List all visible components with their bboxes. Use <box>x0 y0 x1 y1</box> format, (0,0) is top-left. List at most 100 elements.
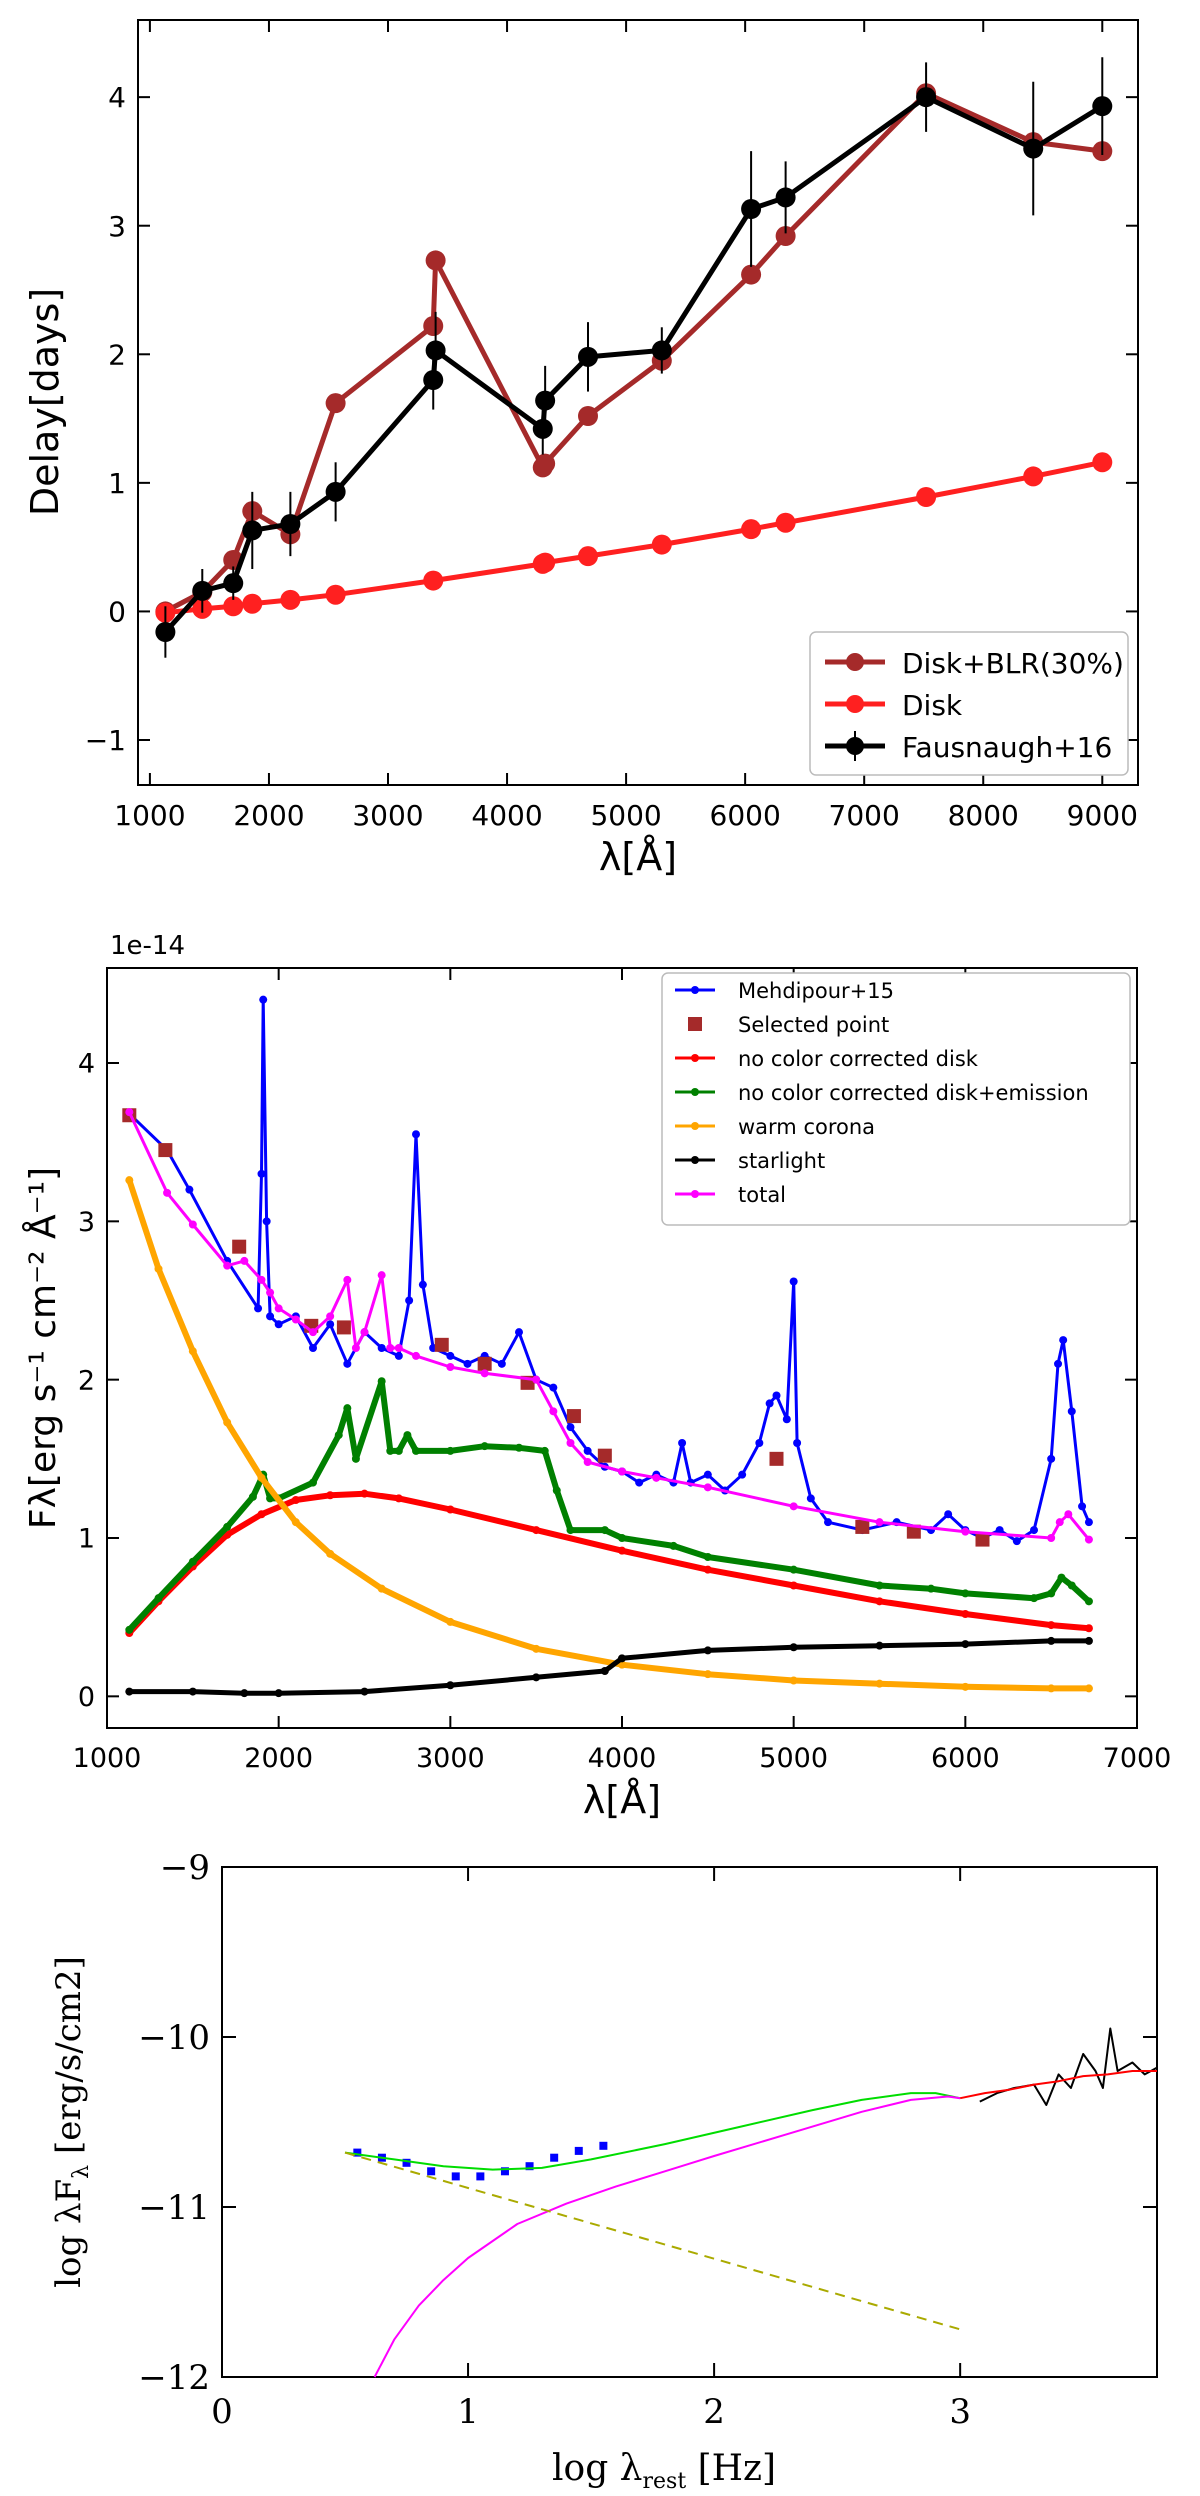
sed-series-dashed-power-law-line <box>344 2151 961 2331</box>
delay-series <box>155 57 1113 658</box>
spectrum-series-mehdipour-15-point <box>463 1359 472 1368</box>
spectrum-series-no-color-corrected-disk-point <box>1084 1624 1093 1633</box>
delay-x-tick-label: 5000 <box>590 799 661 832</box>
sed-series-dashed-power-law <box>344 2151 961 2331</box>
spectrum-series-total-point <box>377 1271 386 1280</box>
sed-series-magenta-model-line <box>373 2095 961 2378</box>
delay-y-tick-label: 1 <box>108 467 126 500</box>
spectrum-series-no-color-corrected-disk-emission-point <box>154 1594 163 1603</box>
spectrum-series-no-color-corrected-disk-emission-point <box>875 1581 884 1590</box>
spectrum-series-mehdipour-15-point <box>995 1526 1004 1535</box>
spectrum-series-starlight-point <box>600 1667 609 1675</box>
delay-series-disk-point <box>325 584 346 605</box>
legend-label-disk-emission: no color corrected disk+emission <box>738 1081 1089 1105</box>
spectrum-series-mehdipour-15-point <box>394 1351 403 1360</box>
spectrum-series-mehdipour-15-point <box>446 1351 455 1360</box>
delay-series-fausnaugh-16-point <box>532 418 553 439</box>
sed-series-red-model <box>959 2070 1157 2100</box>
spectrum-x-tick-label: 1000 <box>73 1743 142 1774</box>
spectrum-series-mehdipour-15-point <box>412 1130 420 1139</box>
legend-label-fausnaugh: Fausnaugh+16 <box>902 731 1112 764</box>
spectrum-series-selected-point-point <box>336 1320 351 1335</box>
spectrum-series-no-color-corrected-disk-point <box>1047 1621 1056 1630</box>
legend-label-disk-blr: Disk+BLR(30%) <box>902 647 1124 680</box>
spectrum-series-total-point <box>125 1108 134 1117</box>
spectrum-series-no-color-corrected-disk-emission-point <box>334 1431 343 1440</box>
sed-series-magenta-model <box>373 2095 961 2378</box>
spectrum-series-mehdipour-15-point <box>1047 1454 1056 1463</box>
spectrum-series-no-color-corrected-disk-point <box>961 1610 970 1618</box>
spectrum-series-starlight-point <box>703 1646 712 1655</box>
spectrum-series-no-color-corrected-disk-emission-point <box>188 1557 197 1566</box>
delay-x-tick-label: 3000 <box>352 799 423 832</box>
spectrum-series-total-point <box>652 1473 661 1482</box>
spectrum-series-mehdipour-15-point <box>326 1320 335 1329</box>
sed-series-green-model <box>344 2092 961 2171</box>
sed-y-tick-label: −9 <box>160 1848 210 1888</box>
spectrum-series-no-color-corrected-disk-emission-point <box>266 1494 275 1503</box>
spectrum-series-no-color-corrected-disk-emission-point <box>618 1534 626 1542</box>
spectrum-series-total-point <box>274 1304 283 1313</box>
spectrum-y-tick-label: 2 <box>78 1365 95 1396</box>
delay-x-axis-label: λ[Å] <box>599 835 677 879</box>
spectrum-series-total-point <box>480 1369 489 1378</box>
spectrum-series-mehdipour-15-point <box>1059 1336 1068 1345</box>
spectrum-series-no-color-corrected-disk-emission-point <box>480 1442 489 1451</box>
spectrum-series-no-color-corrected-disk-emission-point <box>703 1553 712 1561</box>
spectrum-series-warm-corona-point <box>154 1264 163 1273</box>
spectrum-series-total-point <box>223 1261 232 1270</box>
spectrum-series-no-color-corrected-disk-emission-point <box>412 1446 420 1455</box>
delay-series-disk-point <box>223 596 244 617</box>
spectrum-series-no-color-corrected-disk-point <box>618 1546 626 1555</box>
spectrum-series-no-color-corrected-disk-emission <box>125 1377 1093 1634</box>
delay-series-fausnaugh-16-point <box>223 573 244 594</box>
legend-marker-fausnaugh <box>846 737 864 755</box>
spectrum-series-no-color-corrected-disk-emission-point <box>394 1446 403 1455</box>
delay-y-tick-label: 2 <box>108 338 126 371</box>
spectrum-series-warm-corona-point <box>532 1644 541 1653</box>
spectrum-series-starlight-point <box>360 1687 369 1696</box>
spectrum-series-mehdipour-15-point <box>377 1344 386 1352</box>
spectrum-series-no-color-corrected-disk-point <box>360 1489 369 1498</box>
spectrum-series-total-point <box>583 1458 592 1466</box>
spectrum-series-no-color-corrected-disk-emission-point <box>1047 1589 1056 1598</box>
spectrum-x-tick-label: 7000 <box>1103 1743 1172 1774</box>
sed-series-data-squares-point <box>353 2148 362 2157</box>
delay-series-disk-point <box>535 552 556 573</box>
spectrum-series-mehdipour-15-point <box>1067 1407 1076 1416</box>
spectrum-series-no-color-corrected-disk-emission-point <box>125 1625 134 1634</box>
legend-label-disk: Disk <box>902 689 963 722</box>
spectrum-series-starlight-point <box>240 1689 249 1698</box>
spectrum-series-total-point <box>394 1344 403 1352</box>
spectrum-series-no-color-corrected-disk-emission-point <box>377 1377 386 1386</box>
spectrum-series-selected-point-point <box>232 1239 247 1254</box>
spectrum-series-selected-point-point <box>906 1524 921 1539</box>
sed-x-axis-label: log λrest [Hz] <box>552 2448 776 2494</box>
spectrum-series-selected-point-point <box>855 1519 870 1534</box>
delay-series-fausnaugh-16-point <box>242 520 263 541</box>
legend-marker-disk-nocc <box>691 1054 699 1062</box>
spectrum-series-mehdipour-15-point <box>738 1470 747 1479</box>
spectrum-series-total-point <box>326 1312 335 1321</box>
delay-y-tick-label: 4 <box>108 81 126 114</box>
spectrum-y-tick-label: 0 <box>78 1682 95 1713</box>
sed-x-tick-label: 3 <box>949 2392 971 2432</box>
spectrum-series-no-color-corrected-disk-emission-point <box>1057 1573 1066 1582</box>
spectrum-series-no-color-corrected-disk-point <box>291 1496 300 1504</box>
legend-label-total: total <box>738 1183 786 1207</box>
delay-x-tick-label: 4000 <box>471 799 542 832</box>
spectrum-series-total <box>125 1108 1093 1544</box>
sed-plot-frame <box>221 1866 1158 2378</box>
sed-series-data-squares-point <box>525 2162 534 2171</box>
spectrum-series-no-color-corrected-disk-emission-point <box>515 1443 523 1452</box>
spectrum-series-mehdipour-15-point <box>254 1304 263 1313</box>
spectrum-series-total-point <box>446 1363 455 1371</box>
delay-series-disk-point <box>775 512 796 533</box>
delay-y-tick-label: 3 <box>108 210 126 243</box>
spectrum-series-total-point <box>1047 1534 1056 1542</box>
spectrum-series-starlight-point <box>125 1687 134 1696</box>
spectrum-series-warm-corona-point <box>223 1418 232 1427</box>
sed-series-black-spectrum-line <box>979 2027 1158 2106</box>
spectrum-series-starlight-point <box>446 1681 455 1690</box>
